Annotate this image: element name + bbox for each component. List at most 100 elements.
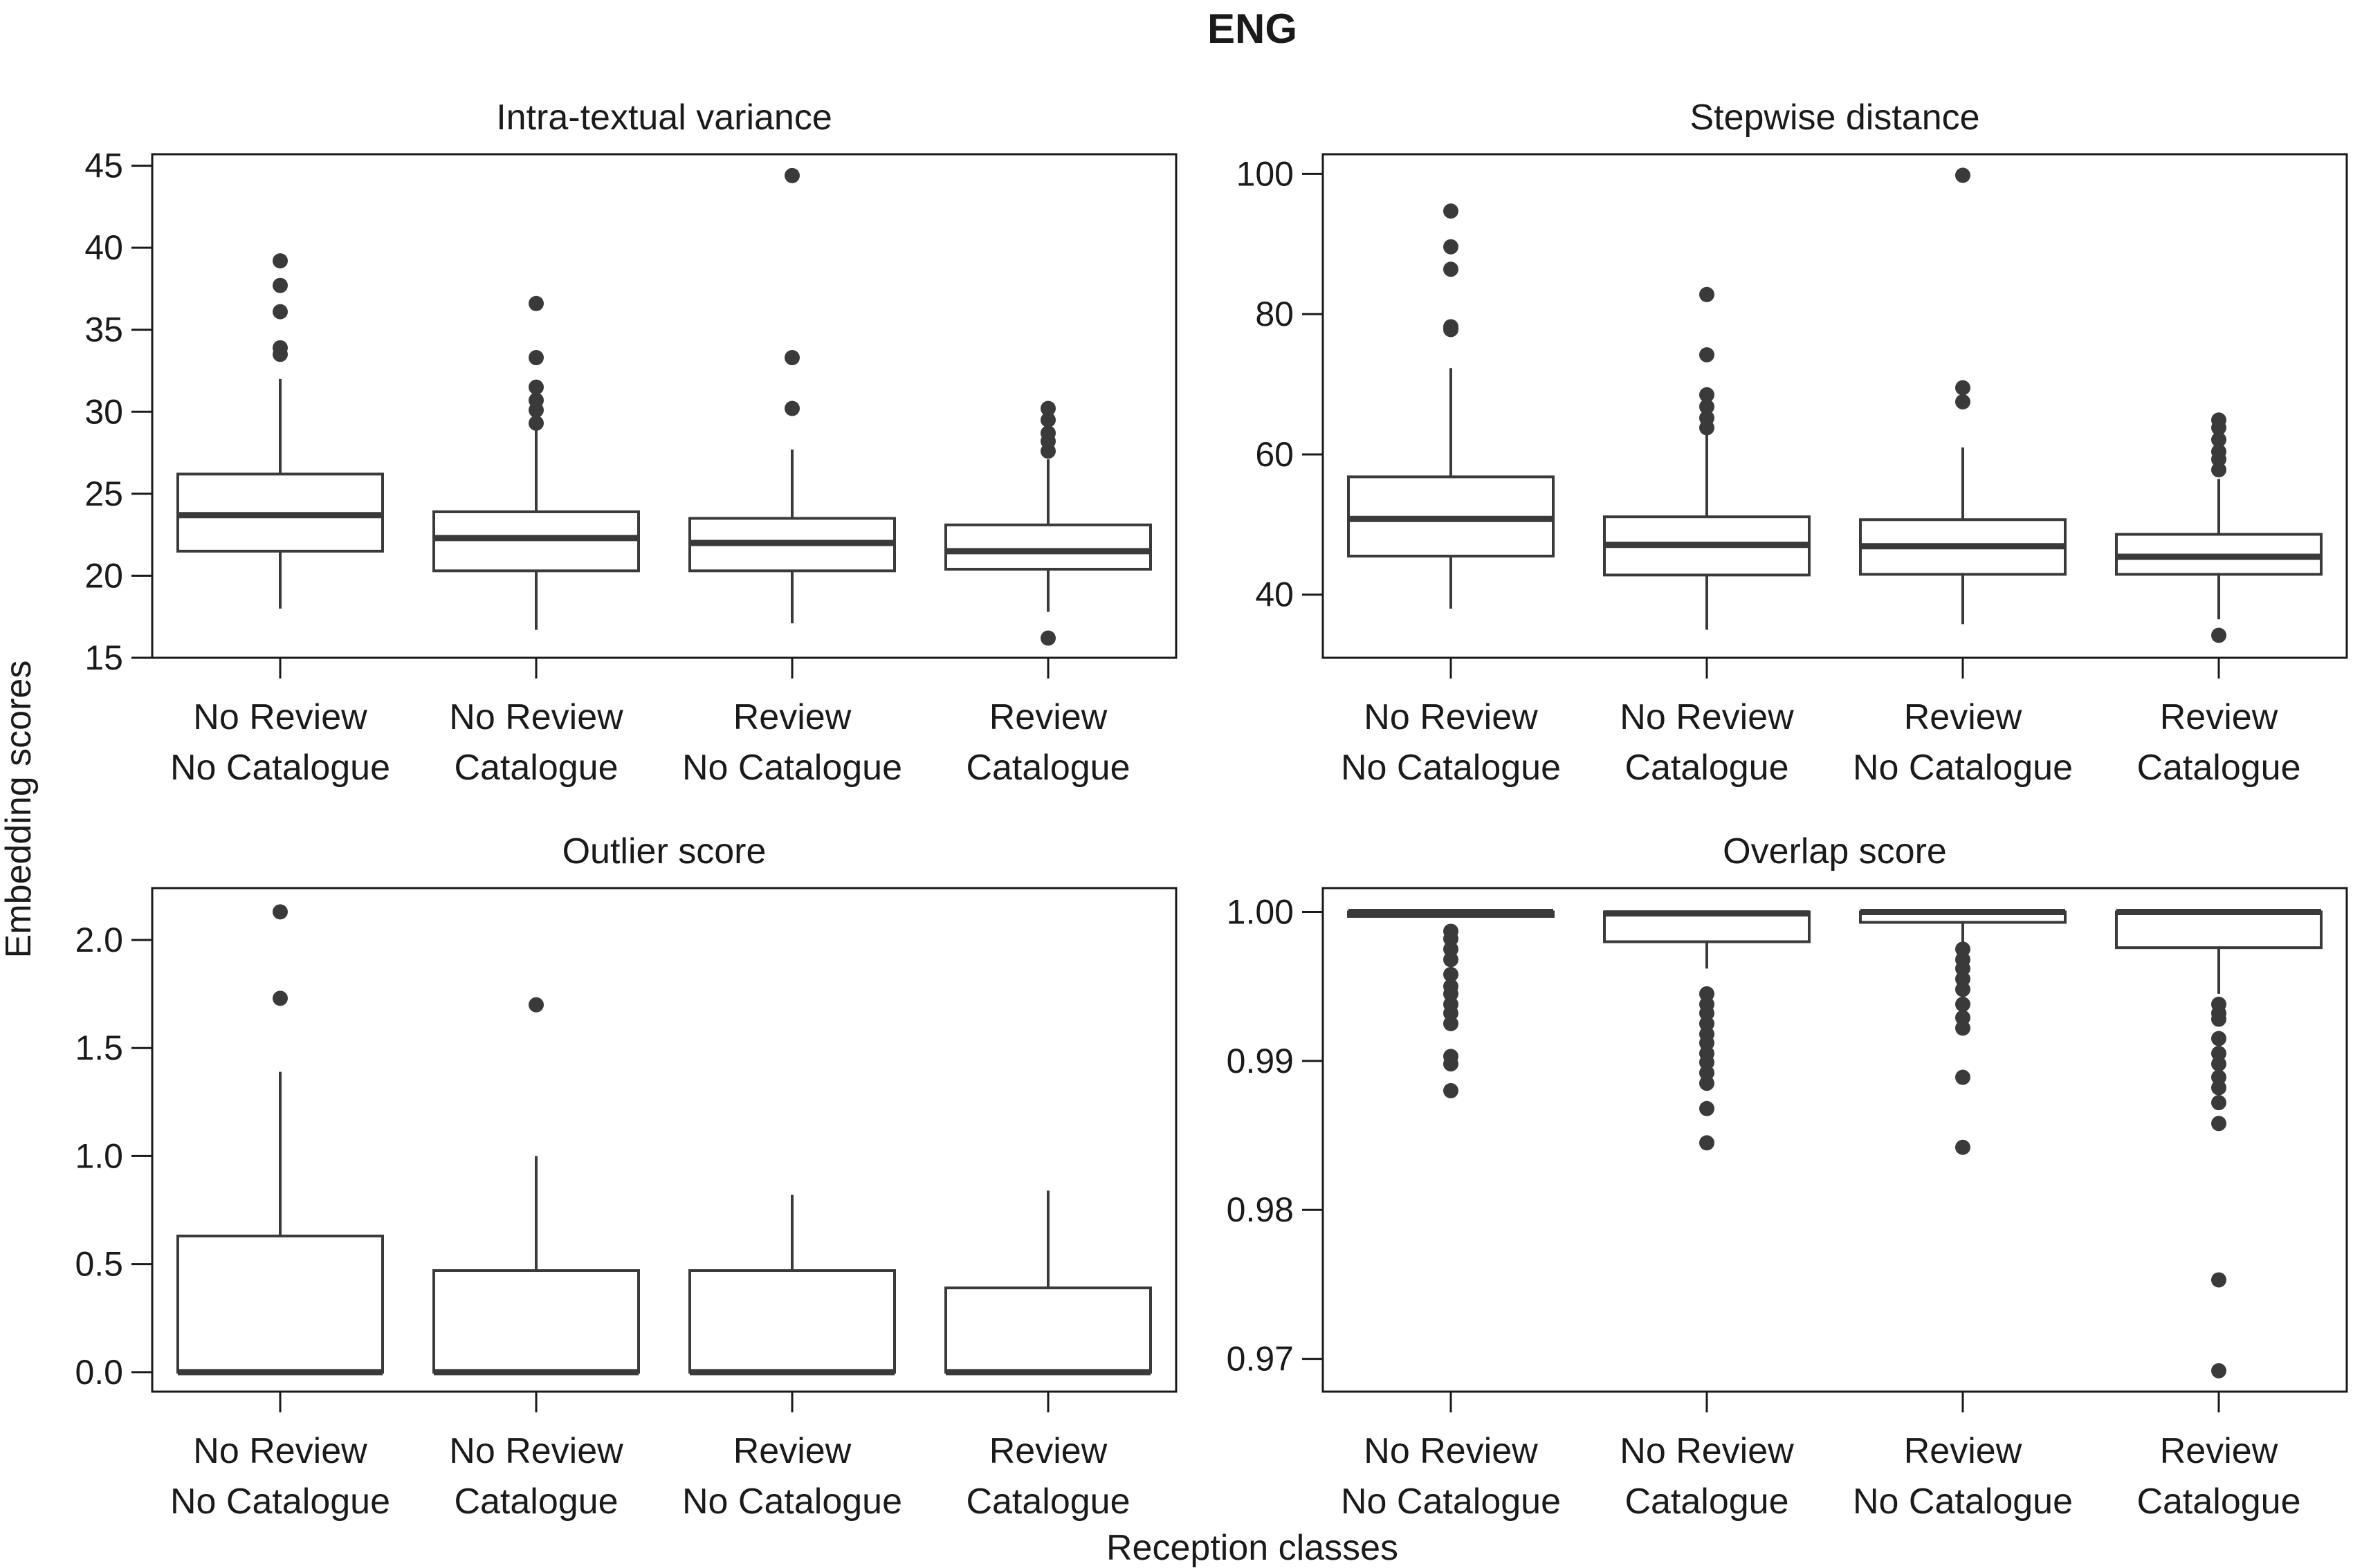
outlier-point	[1699, 1065, 1714, 1081]
y-tick-label: 1.5	[75, 1029, 123, 1067]
iqr-box	[688, 1269, 896, 1374]
iqr-box	[944, 523, 1152, 571]
y-tick-label: 0.97	[1227, 1340, 1294, 1378]
outlier-point	[1955, 1020, 1970, 1036]
outlier-point	[1443, 952, 1458, 968]
outlier-point	[273, 253, 288, 269]
outlier-point	[2211, 443, 2226, 459]
outlier-point	[1041, 630, 1056, 646]
outlier-point	[1699, 347, 1714, 362]
outlier-point	[1955, 394, 1970, 409]
x-tick-label: Review	[1904, 697, 2022, 737]
outlier-point	[2211, 1272, 2226, 1288]
outlier-point	[1955, 380, 1970, 396]
x-tick-label: Catalogue	[966, 748, 1130, 788]
iqr-box	[432, 510, 640, 573]
plot-frame	[1321, 153, 2348, 659]
box-element	[432, 295, 640, 630]
panel-title: Intra-textual variance	[496, 98, 832, 138]
outlier-point	[529, 379, 544, 395]
outlier-point	[1443, 261, 1458, 277]
y-tick-label: 0.0	[75, 1353, 123, 1392]
plot-frame	[151, 887, 1178, 1393]
outlier-point	[2211, 627, 2226, 643]
chart-panel: Stepwise distance 40 60 80 100 No Review No Ca…	[1236, 98, 2348, 788]
box-element	[176, 253, 384, 609]
y-tick-label: 1.0	[75, 1136, 123, 1175]
outlier-point	[1443, 966, 1458, 982]
outlier-point	[1699, 1026, 1714, 1042]
x-tick-label: Catalogue	[454, 748, 618, 788]
outlier-point	[273, 340, 288, 356]
x-tick-label: No Catalogue	[1341, 1482, 1561, 1522]
outlier-point	[1699, 986, 1714, 1002]
outlier-point	[1041, 400, 1056, 416]
box-element	[1603, 910, 1811, 1151]
y-tick-label: 35	[84, 311, 123, 349]
outlier-point	[1443, 941, 1458, 957]
outlier-point	[529, 350, 544, 366]
outlier-point	[1699, 410, 1714, 426]
outlier-point	[2211, 1080, 2226, 1096]
iqr-box	[944, 1286, 1152, 1374]
y-tick-label: 1.00	[1227, 892, 1294, 931]
outlier-point	[1955, 981, 1970, 997]
y-tick-label: 60	[1255, 435, 1294, 474]
outlier-point	[785, 400, 800, 416]
x-tick-label: Review	[733, 1431, 852, 1471]
x-tick-label: Review	[2160, 1431, 2278, 1471]
box-element	[944, 1190, 1152, 1376]
outlier-point	[1699, 387, 1714, 403]
plot-frame	[1321, 887, 2348, 1393]
iqr-box	[432, 1269, 640, 1374]
outlier-point	[529, 997, 544, 1013]
outlier-point	[1443, 203, 1458, 219]
outlier-point	[1955, 167, 1970, 183]
x-tick-label: Review	[2160, 697, 2278, 737]
x-tick-label: No Catalogue	[170, 748, 390, 788]
box-element	[944, 400, 1152, 646]
panel-title: Stepwise distance	[1690, 98, 1979, 138]
outlier-point	[273, 904, 288, 920]
x-tick-label: Review	[989, 697, 1108, 737]
x-tick-label: No Review	[449, 1431, 623, 1471]
outlier-point	[1955, 971, 1970, 987]
box-element	[432, 997, 640, 1376]
x-tick-label: Catalogue	[454, 1482, 618, 1522]
panel-title: Overlap score	[1723, 831, 1947, 871]
x-axis-label: Reception classes	[1106, 1528, 1398, 1568]
box-element	[688, 167, 896, 624]
outlier-point	[1443, 997, 1458, 1012]
outlier-point	[1699, 1046, 1714, 1062]
x-tick-label: No Review	[1620, 1431, 1794, 1471]
outlier-point	[1443, 239, 1458, 255]
x-tick-label: No Catalogue	[1341, 748, 1561, 788]
outlier-point	[1443, 1049, 1458, 1064]
outlier-point	[529, 295, 544, 311]
x-tick-label: Catalogue	[966, 1482, 1130, 1522]
plot-frame	[151, 153, 1178, 659]
y-tick-label: 45	[84, 147, 123, 185]
x-tick-label: Catalogue	[2136, 1482, 2300, 1522]
x-tick-label: No Catalogue	[682, 748, 902, 788]
box-element	[1347, 203, 1555, 609]
outlier-point	[2211, 1056, 2226, 1072]
box-element	[1859, 908, 2067, 1155]
outlier-point	[2211, 1031, 2226, 1046]
box-element	[1603, 286, 1811, 630]
outlier-point	[273, 304, 288, 320]
x-tick-label: Catalogue	[1624, 1482, 1788, 1522]
chart-panel: Outlier score 0.0 0.5 1.0 1.5 2.0 No Review No …	[75, 831, 1178, 1522]
x-tick-label: No Review	[449, 697, 623, 737]
x-tick-label: Review	[1904, 1431, 2022, 1471]
outlier-point	[1955, 1069, 1970, 1085]
iqr-box	[176, 1235, 384, 1374]
outlier-point	[529, 392, 544, 408]
x-tick-label: No Catalogue	[1853, 748, 2073, 788]
x-tick-label: Catalogue	[2136, 748, 2300, 788]
x-tick-label: Catalogue	[1624, 748, 1788, 788]
x-tick-label: Review	[989, 1431, 1108, 1471]
box-element	[176, 904, 384, 1376]
iqr-box	[2115, 910, 2323, 950]
y-tick-label: 100	[1236, 154, 1294, 193]
